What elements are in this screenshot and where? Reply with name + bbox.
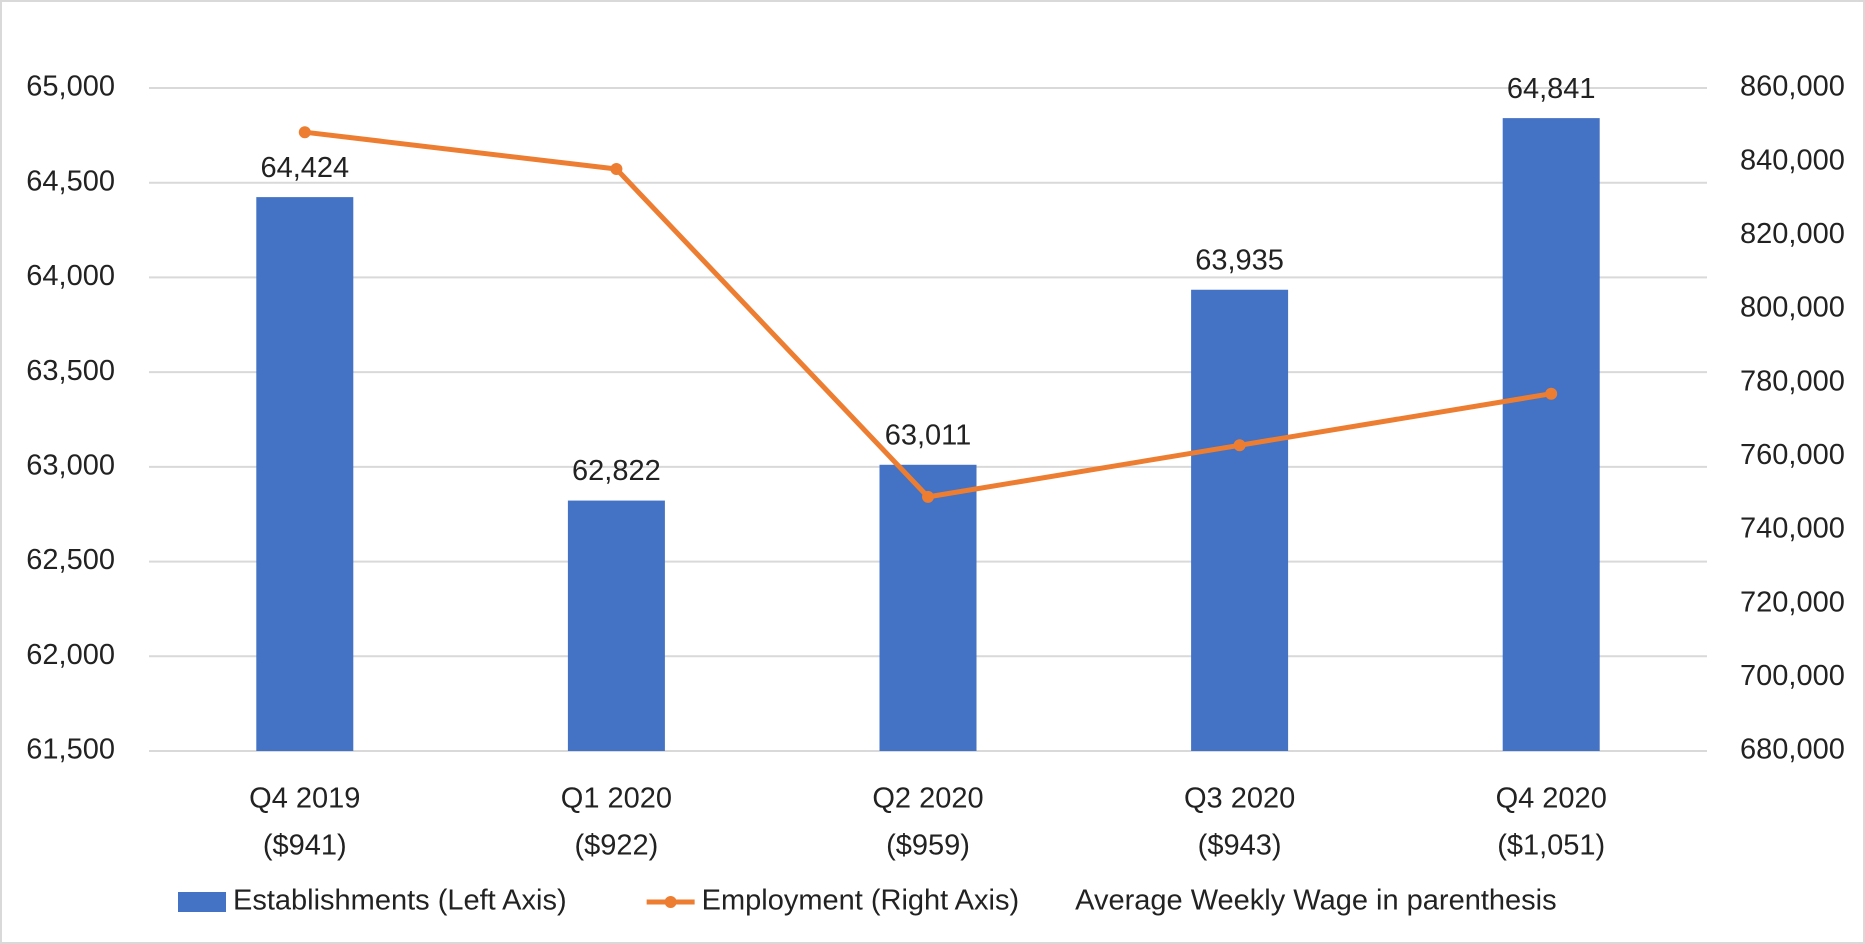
- y2-tick-label: 820,000: [1740, 218, 1845, 250]
- y2-tick-label: 760,000: [1740, 439, 1845, 471]
- y-tick-label: 61,500: [26, 734, 115, 766]
- y2-tick-label: 800,000: [1740, 292, 1845, 324]
- x-tick-label: Q4 2020: [1496, 783, 1607, 815]
- x-tick-label: ($943): [1198, 830, 1282, 862]
- bar: [1502, 118, 1600, 751]
- y-tick-label: 64,000: [26, 260, 115, 292]
- legend-label: Employment (Right Axis): [702, 885, 1020, 917]
- y2-tick-label: 680,000: [1740, 734, 1845, 766]
- y2-tick-label: 780,000: [1740, 365, 1845, 397]
- x-tick-label: ($959): [886, 830, 970, 862]
- line-marker: [610, 163, 623, 176]
- x-tick-label: ($1,051): [1497, 830, 1605, 862]
- y-tick-label: 62,500: [26, 544, 115, 576]
- y-tick-label: 63,000: [26, 450, 115, 482]
- line-marker: [1233, 439, 1246, 452]
- bar: [567, 500, 665, 751]
- data-label: 63,011: [885, 419, 972, 451]
- line-marker: [1545, 387, 1558, 400]
- legend-marker: [664, 896, 677, 908]
- legend-note: Average Weekly Wage in parenthesis: [1075, 885, 1556, 917]
- data-label: 64,841: [1507, 73, 1596, 105]
- x-tick-label: Q1 2020: [561, 783, 672, 815]
- line-marker: [298, 126, 311, 139]
- bar: [1191, 289, 1289, 751]
- data-label: 63,935: [1195, 244, 1284, 276]
- y2-tick-label: 840,000: [1740, 144, 1845, 176]
- x-tick-label: ($922): [574, 830, 658, 862]
- legend-swatch: [178, 892, 226, 912]
- data-label: 62,822: [572, 455, 661, 487]
- y2-tick-label: 860,000: [1740, 71, 1845, 103]
- y2-tick-label: 740,000: [1740, 513, 1845, 545]
- y-tick-label: 64,500: [26, 165, 115, 197]
- line-marker: [922, 490, 934, 503]
- bar: [256, 197, 354, 752]
- data-label: 64,424: [260, 152, 349, 184]
- bar: [879, 464, 977, 751]
- x-tick-label: Q3 2020: [1184, 783, 1295, 815]
- y2-tick-label: 720,000: [1740, 586, 1845, 618]
- x-tick-label: Q4 2019: [249, 783, 360, 815]
- y2-tick-label: 700,000: [1740, 660, 1845, 692]
- y-tick-label: 62,000: [26, 639, 115, 671]
- y-tick-label: 63,500: [26, 355, 115, 387]
- legend-label: Establishments (Left Axis): [233, 885, 567, 917]
- x-tick-label: ($941): [263, 830, 347, 862]
- x-tick-label: Q2 2020: [872, 783, 983, 815]
- y-tick-label: 65,000: [26, 71, 115, 103]
